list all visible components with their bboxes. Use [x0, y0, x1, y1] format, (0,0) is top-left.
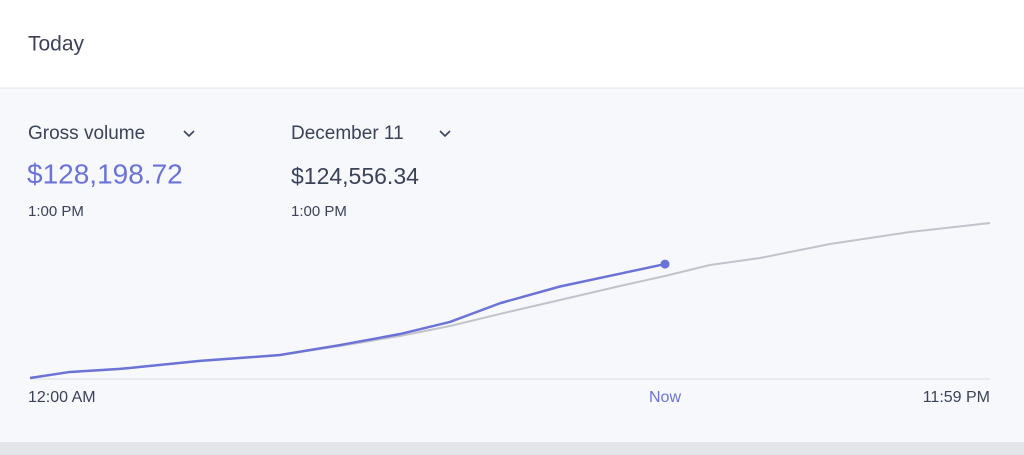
metric-label[interactable]: Gross volume — [28, 123, 145, 144]
header-bg — [0, 0, 1024, 88]
compare-time: 1:00 PM — [291, 203, 347, 220]
x-tick-label: 12:00 AM — [28, 389, 96, 406]
line-series — [29, 262, 666, 380]
x-tick-label: Now — [649, 389, 681, 406]
panel-bg — [0, 88, 1024, 442]
chevron[interactable] — [439, 130, 451, 138]
current-point — [660, 259, 670, 269]
compare-value: $124,556.34 — [291, 163, 419, 189]
header-title: Today — [28, 33, 85, 56]
metric-value: $128,198.72 — [27, 158, 183, 189]
compare-label[interactable]: December 11 — [291, 123, 404, 144]
chevron[interactable] — [183, 130, 195, 138]
x-tick-label: 11:59 PM — [923, 389, 990, 406]
metric-time: 1:00 PM — [28, 203, 84, 220]
